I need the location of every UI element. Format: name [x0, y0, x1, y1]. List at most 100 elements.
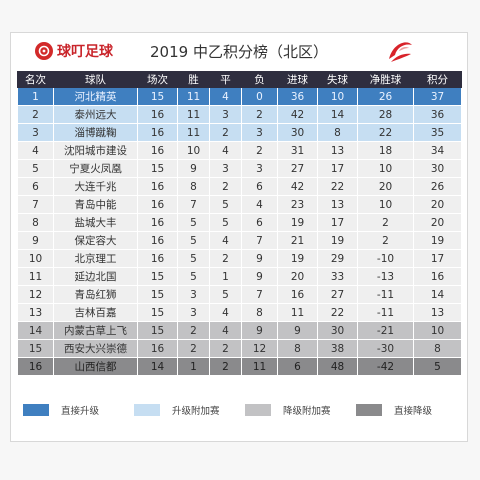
table-row: 4 沈阳城市建设 16 10 4 2 31 13 18 34 [17, 141, 462, 160]
losses-cell: 3 [241, 159, 278, 178]
rank-cell: 8 [17, 213, 54, 232]
wins-cell: 7 [177, 195, 210, 214]
wins-cell: 3 [177, 303, 210, 322]
goal-diff-cell: -11 [357, 285, 414, 304]
team-cell: 保定容大 [53, 231, 138, 250]
rank-cell: 11 [17, 267, 54, 286]
legend-swatch [356, 404, 382, 416]
goals-against-cell: 13 [317, 141, 358, 160]
goal-diff-cell: 2 [357, 213, 414, 232]
team-cell: 青岛红狮 [53, 285, 138, 304]
goal-diff-cell: 18 [357, 141, 414, 160]
table-header-row: 名次 球队 场次胜平负进球 失球 净胜球 积分 [17, 71, 462, 88]
played-cell: 15 [137, 303, 178, 322]
goal-diff-cell: 10 [357, 159, 414, 178]
draws-cell: 4 [209, 321, 242, 340]
table-row: 3 淄博蹴鞠 16 11 2 3 30 8 22 35 [17, 123, 462, 142]
rank-cell: 2 [17, 105, 54, 124]
draws-cell: 3 [209, 105, 242, 124]
goal-diff-cell: -11 [357, 303, 414, 322]
wins-cell: 11 [177, 87, 210, 106]
wins-cell: 1 [177, 357, 210, 376]
losses-cell: 6 [241, 213, 278, 232]
table-row: 6 大连千兆 16 8 2 6 42 22 20 26 [17, 177, 462, 196]
losses-cell: 6 [241, 177, 278, 196]
page-title: 2019 中乙积分榜（北区） [150, 42, 328, 61]
goal-diff-cell: 2 [357, 231, 414, 250]
goals-for-cell: 19 [277, 213, 318, 232]
table-row: 8 盐城大丰 16 5 5 6 19 17 2 20 [17, 213, 462, 232]
losses-cell: 0 [241, 87, 278, 106]
draws-cell: 5 [209, 213, 242, 232]
played-cell: 15 [137, 87, 178, 106]
rank-cell: 10 [17, 249, 54, 268]
losses-cell: 2 [241, 141, 278, 160]
goals-for-cell: 23 [277, 195, 318, 214]
table-row: 12 青岛红狮 15 3 5 7 16 27 -11 14 [17, 285, 462, 304]
points-cell: 20 [413, 195, 462, 214]
goals-against-cell: 29 [317, 249, 358, 268]
draws-cell: 2 [209, 339, 242, 358]
losses-cell: 4 [241, 195, 278, 214]
points-cell: 20 [413, 213, 462, 232]
wins-cell: 3 [177, 285, 210, 304]
played-cell: 16 [137, 231, 178, 250]
points-cell: 36 [413, 105, 462, 124]
losses-cell: 11 [241, 357, 278, 376]
goals-against-cell: 22 [317, 303, 358, 322]
team-cell: 西安大兴崇德 [53, 339, 138, 358]
goals-against-cell: 19 [317, 231, 358, 250]
goals-for-cell: 36 [277, 87, 318, 106]
goals-for-cell: 19 [277, 249, 318, 268]
column-header: 场次 [137, 71, 178, 88]
wins-cell: 11 [177, 123, 210, 142]
table-row: 14 内蒙古草上飞 15 2 4 9 9 30 -21 10 [17, 321, 462, 340]
legend-swatch [23, 404, 49, 416]
goal-diff-cell: -13 [357, 267, 414, 286]
goals-for-cell: 30 [277, 123, 318, 142]
losses-cell: 8 [241, 303, 278, 322]
goal-diff-cell: -10 [357, 249, 414, 268]
wins-cell: 5 [177, 267, 210, 286]
points-cell: 30 [413, 159, 462, 178]
goals-against-cell: 10 [317, 87, 358, 106]
team-cell: 山西信都 [53, 357, 138, 376]
goals-against-cell: 17 [317, 159, 358, 178]
draws-cell: 5 [209, 195, 242, 214]
points-cell: 10 [413, 321, 462, 340]
rank-cell: 5 [17, 159, 54, 178]
legend-item: 降级附加赛 [239, 403, 350, 417]
goals-against-cell: 17 [317, 213, 358, 232]
column-header: 平 [209, 71, 242, 88]
table-row: 11 延边北国 15 5 1 9 20 33 -13 16 [17, 267, 462, 286]
goals-for-cell: 42 [277, 177, 318, 196]
goals-against-cell: 33 [317, 267, 358, 286]
played-cell: 16 [137, 339, 178, 358]
table-row: 9 保定容大 16 5 4 7 21 19 2 19 [17, 231, 462, 250]
wins-cell: 11 [177, 105, 210, 124]
draws-cell: 1 [209, 267, 242, 286]
draws-cell: 4 [209, 141, 242, 160]
losses-cell: 9 [241, 321, 278, 340]
points-cell: 8 [413, 339, 462, 358]
losses-cell: 3 [241, 123, 278, 142]
rank-cell: 16 [17, 357, 54, 376]
team-cell: 青岛中能 [53, 195, 138, 214]
goal-diff-cell: 22 [357, 123, 414, 142]
rank-cell: 7 [17, 195, 54, 214]
draws-cell: 2 [209, 123, 242, 142]
played-cell: 16 [137, 213, 178, 232]
goal-diff-cell: 10 [357, 195, 414, 214]
wins-cell: 5 [177, 213, 210, 232]
table-row: 15 西安大兴崇德 16 2 2 12 8 38 -30 8 [17, 339, 462, 358]
played-cell: 16 [137, 123, 178, 142]
legend-swatch [134, 404, 160, 416]
goals-against-cell: 22 [317, 177, 358, 196]
wins-cell: 9 [177, 159, 210, 178]
draws-cell: 2 [209, 177, 242, 196]
goal-diff-cell: -42 [357, 357, 414, 376]
played-cell: 14 [137, 357, 178, 376]
goal-diff-cell: 20 [357, 177, 414, 196]
draws-cell: 4 [209, 87, 242, 106]
played-cell: 15 [137, 267, 178, 286]
